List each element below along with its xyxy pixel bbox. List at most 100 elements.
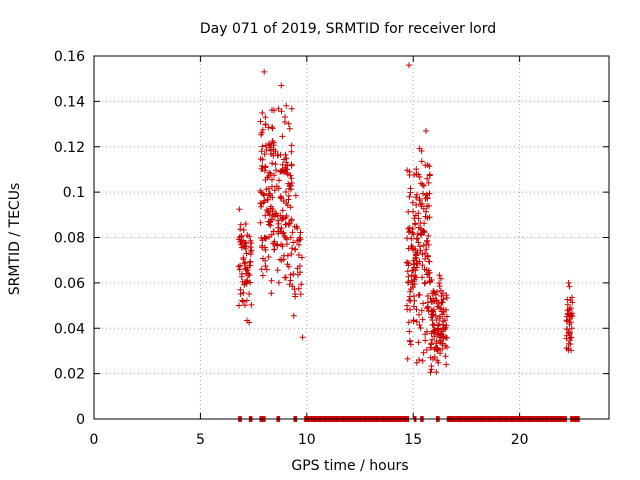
data-point xyxy=(426,214,433,221)
data-point xyxy=(296,241,302,248)
data-point xyxy=(283,102,290,109)
data-point xyxy=(248,240,255,247)
data-point xyxy=(422,331,429,338)
data-point xyxy=(424,162,431,168)
data-point xyxy=(246,291,253,297)
data-point xyxy=(273,183,280,190)
data-point xyxy=(279,207,286,214)
data-point xyxy=(434,331,441,338)
data-point xyxy=(425,241,432,248)
x-tick-label: 0 xyxy=(90,432,99,448)
data-point xyxy=(441,317,448,324)
data-point xyxy=(262,121,269,128)
data-point xyxy=(413,191,420,198)
data-point xyxy=(283,159,290,166)
data-point xyxy=(407,189,414,196)
data-point xyxy=(565,329,572,336)
data-point xyxy=(428,277,435,283)
data-point xyxy=(285,120,292,127)
data-point xyxy=(428,341,435,348)
data-point xyxy=(426,172,433,179)
data-point xyxy=(270,228,277,235)
data-point xyxy=(416,291,423,298)
data-point xyxy=(426,258,433,265)
data-point xyxy=(423,208,430,215)
data-point xyxy=(243,250,250,257)
data-point xyxy=(405,319,412,326)
data-point xyxy=(427,369,434,376)
data-point xyxy=(421,266,428,273)
data-point xyxy=(246,319,253,326)
data-point xyxy=(272,161,279,168)
data-point xyxy=(430,321,437,328)
data-point xyxy=(285,221,292,228)
y-tick-label: 0.1 xyxy=(63,185,85,201)
data-point xyxy=(275,228,282,235)
data-point xyxy=(414,260,421,267)
data-point xyxy=(292,293,299,300)
data-point xyxy=(429,290,436,297)
data-point xyxy=(433,338,440,345)
data-point xyxy=(566,316,573,322)
data-point xyxy=(422,337,429,344)
data-point xyxy=(436,321,443,328)
y-tick-label: 0.06 xyxy=(54,276,85,292)
data-point xyxy=(289,229,296,236)
data-point xyxy=(433,297,440,304)
data-point xyxy=(272,211,278,218)
data-point xyxy=(407,341,414,348)
data-point xyxy=(290,312,297,319)
data-point xyxy=(238,244,245,251)
data-point xyxy=(405,245,412,252)
data-point xyxy=(258,129,265,136)
data-point xyxy=(413,235,420,242)
data-point xyxy=(407,338,413,345)
data-point xyxy=(269,160,276,167)
data-point xyxy=(275,279,282,286)
data-point xyxy=(288,216,295,223)
data-point xyxy=(279,161,286,168)
data-point xyxy=(419,262,426,269)
data-point xyxy=(404,306,411,313)
data-point xyxy=(257,219,264,226)
data-point xyxy=(259,156,266,163)
data-point xyxy=(440,325,447,332)
data-point xyxy=(567,337,574,344)
data-point xyxy=(288,186,294,193)
data-point xyxy=(280,229,287,236)
data-point xyxy=(416,356,422,363)
data-point xyxy=(240,227,247,233)
data-point xyxy=(429,317,436,324)
data-point xyxy=(280,215,287,221)
data-point xyxy=(282,189,289,195)
data-point xyxy=(442,353,449,360)
data-point xyxy=(295,252,302,258)
data-point xyxy=(297,236,304,243)
data-point xyxy=(438,299,445,306)
chart-title: Day 071 of 2019, SRMTID for receiver lor… xyxy=(200,21,496,37)
data-point xyxy=(271,172,278,179)
data-point xyxy=(428,363,435,370)
data-point xyxy=(404,268,411,275)
data-point xyxy=(257,118,264,125)
data-point xyxy=(259,109,266,116)
data-point xyxy=(276,177,282,184)
data-point xyxy=(237,239,244,245)
data-point xyxy=(564,326,571,333)
data-point xyxy=(409,267,416,274)
data-point xyxy=(444,313,450,320)
data-point xyxy=(424,195,431,202)
data-point xyxy=(443,295,450,301)
data-point xyxy=(432,312,439,319)
data-point xyxy=(406,168,413,175)
data-point xyxy=(565,311,572,318)
data-point xyxy=(424,175,431,182)
data-point xyxy=(418,225,424,232)
data-point xyxy=(565,340,572,347)
data-point xyxy=(423,246,430,253)
data-point xyxy=(423,237,430,244)
data-point xyxy=(236,302,242,309)
data-point xyxy=(405,260,412,267)
data-point xyxy=(405,273,412,280)
